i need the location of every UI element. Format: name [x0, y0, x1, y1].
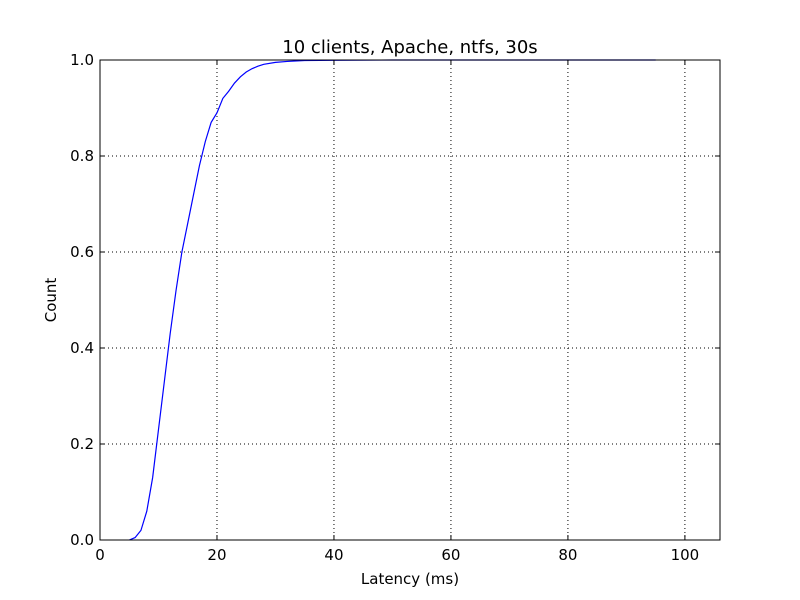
x-tick-label: 0	[95, 546, 105, 564]
y-tick-label: 0.4	[70, 339, 94, 357]
series-group	[129, 59, 656, 541]
grid	[100, 60, 720, 540]
ticks: 0 20 40 60 80 100 0.0 0.2 0.4 0.6 0.8 1.0	[70, 51, 720, 564]
y-tick-label: 1.0	[70, 51, 94, 69]
plot-frame	[99, 59, 721, 541]
y-tick-label: 0.8	[70, 147, 94, 165]
y-tick-label: 0.6	[70, 243, 94, 261]
x-axis-label: Latency (ms)	[361, 570, 459, 588]
x-tick-label: 40	[324, 546, 343, 564]
y-tick-label: 0.2	[70, 435, 94, 453]
y-axis-label: Count	[42, 278, 60, 323]
x-tick-label: 80	[558, 546, 577, 564]
series-line	[129, 59, 656, 541]
x-tick-label: 100	[671, 546, 700, 564]
x-tick-label: 20	[207, 546, 226, 564]
x-tick-label: 60	[441, 546, 460, 564]
chart-title: 10 clients, Apache, ntfs, 30s	[282, 37, 537, 58]
y-tick-label: 0.0	[70, 531, 94, 549]
